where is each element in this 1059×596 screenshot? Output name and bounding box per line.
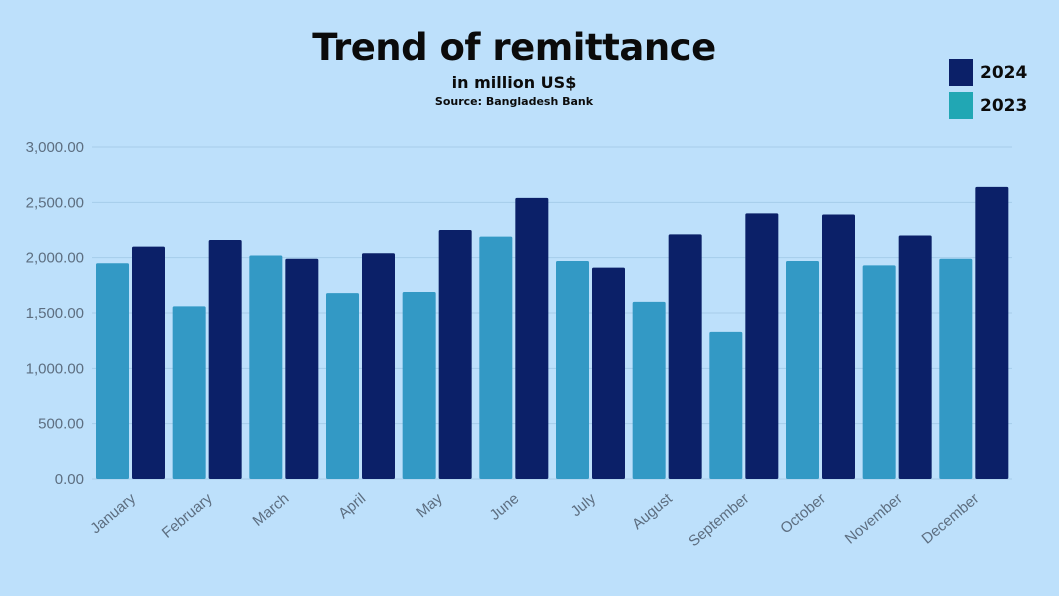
bar-2023-december (939, 258, 973, 479)
bar-2023-july (556, 260, 589, 479)
y-axis-ticks: 0.00 500.00 1,000.00 1,500.00 2,000.00 2,500.… (26, 139, 84, 488)
y-tick-label: 0.00 (55, 471, 84, 488)
bar-2024-april (362, 253, 395, 479)
bar-2023-october (786, 260, 819, 479)
x-tick-label: February (159, 490, 216, 542)
legend-item-2024: 2024 (949, 59, 1027, 86)
x-tick-label: August (629, 490, 676, 534)
bar-2024-june (515, 197, 549, 479)
bar-2024-august (668, 234, 702, 479)
bars (96, 186, 1009, 480)
bar-2024-february (208, 239, 242, 479)
x-tick-label: November (842, 490, 906, 548)
x-tick-label: April (335, 490, 369, 522)
legend-item-2023: 2023 (949, 92, 1027, 119)
chart-source: Source: Bangladesh Bank (434, 95, 594, 108)
bar-2023-january (96, 263, 129, 479)
legend-swatch-2023 (949, 92, 973, 119)
bar-2023-march (249, 255, 283, 479)
bar-2024-september (745, 213, 779, 479)
legend-label-2024: 2024 (980, 62, 1028, 83)
bar-2024-july (592, 267, 625, 479)
y-tick-label: 2,500.00 (26, 194, 84, 211)
x-tick-label: March (250, 490, 293, 530)
legend: 2024 2023 (949, 59, 1027, 125)
chart-subtitle: in million US$ (451, 73, 577, 92)
chart-title: Trend of remittance (312, 26, 716, 69)
bar-2023-september (709, 331, 743, 479)
y-tick-label: 1,000.00 (26, 360, 84, 377)
x-tick-label: October (777, 490, 829, 537)
legend-label-2023: 2023 (980, 95, 1028, 116)
bar-2023-april (326, 293, 359, 479)
x-tick-label: January (87, 490, 139, 538)
y-tick-label: 1,500.00 (26, 305, 84, 322)
x-tick-label: December (918, 490, 982, 548)
bar-2024-may (438, 230, 472, 479)
bar-2024-october (822, 214, 855, 480)
gridlines (92, 146, 1012, 480)
bar-2024-december (975, 186, 1009, 479)
bar-2023-august (632, 301, 666, 479)
y-tick-label: 2,000.00 (26, 250, 84, 267)
x-tick-label: June (487, 490, 523, 524)
bar-2023-november (862, 265, 896, 479)
x-axis-ticks: January February March April May June July Augu… (87, 490, 982, 551)
y-tick-label: 3,000.00 (26, 139, 84, 156)
legend-swatch-2024 (949, 59, 973, 86)
bar-2024-march (285, 258, 319, 479)
x-tick-label: September (685, 490, 752, 550)
bar-2023-may (402, 291, 436, 479)
bar-2023-february (172, 306, 206, 479)
y-tick-label: 500.00 (38, 416, 84, 433)
bar-2024-november (898, 235, 932, 479)
x-tick-label: May (413, 490, 446, 522)
x-tick-label: July (568, 490, 600, 520)
bar-2024-january (132, 246, 165, 479)
bar-2023-june (479, 236, 513, 479)
